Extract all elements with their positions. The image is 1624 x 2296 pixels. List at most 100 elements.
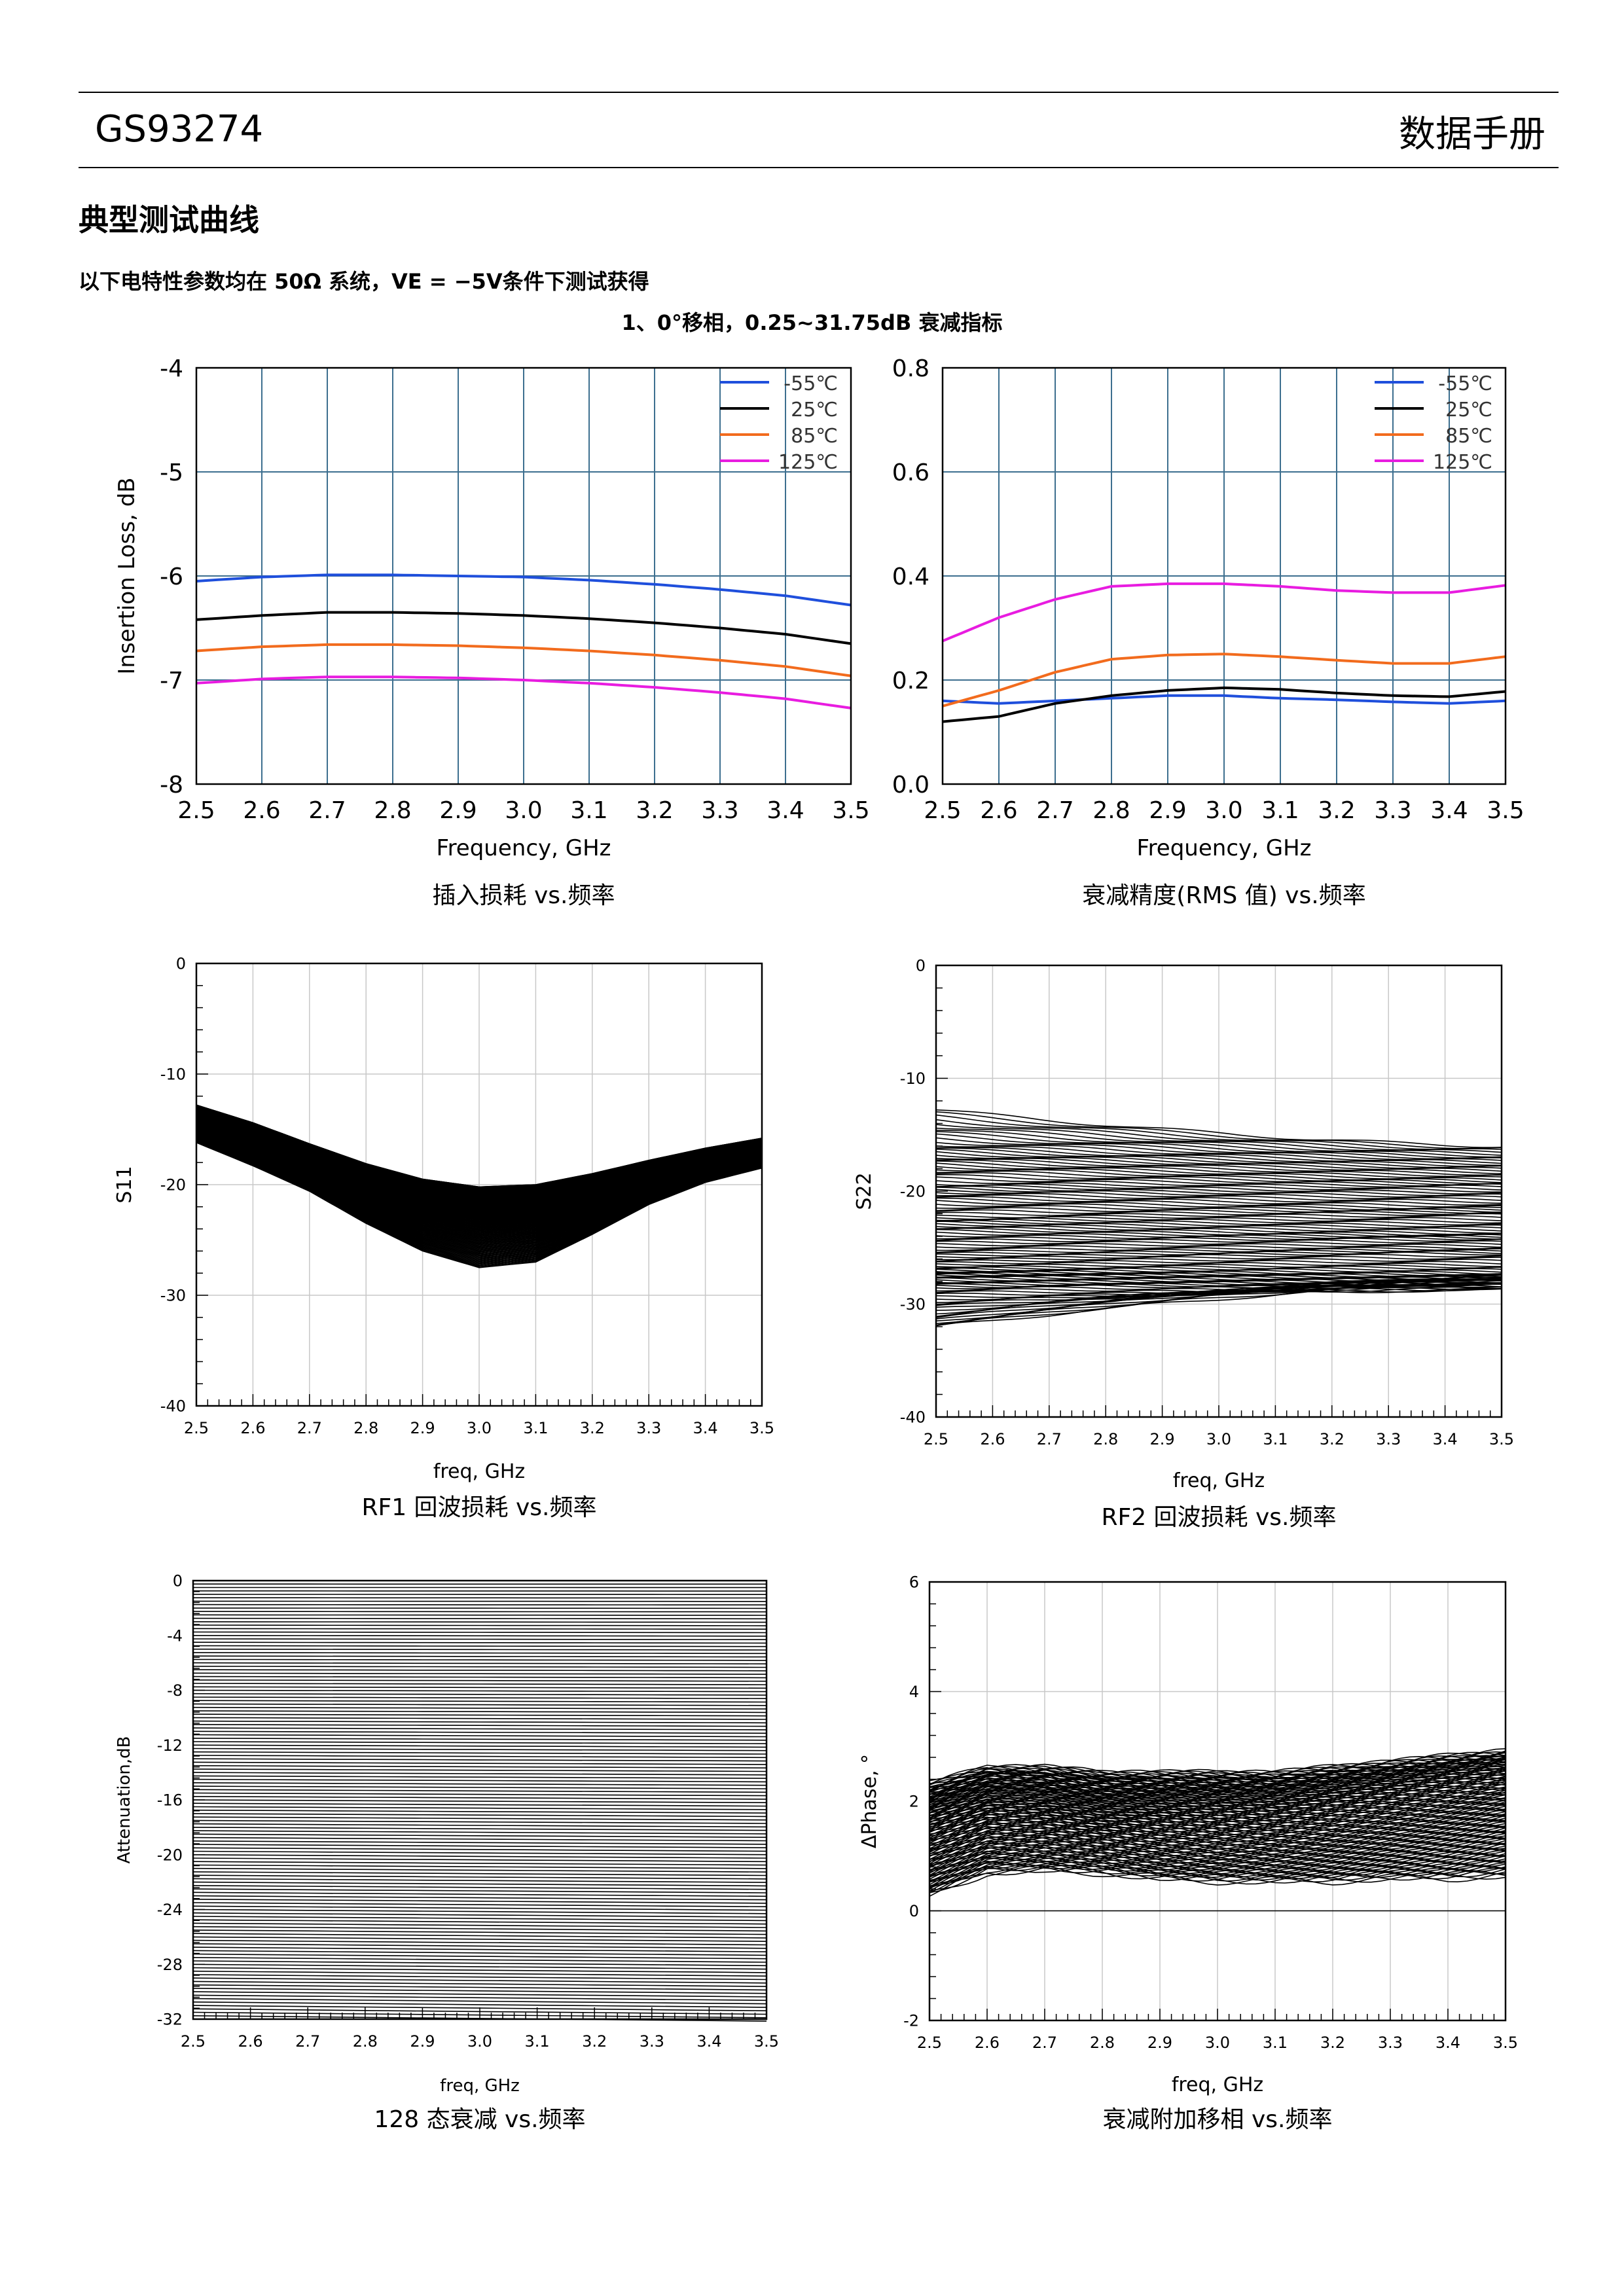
trace-94 (935, 1275, 1502, 1281)
series-line-1 (942, 686, 1506, 723)
x-tick-label: 2.6 (980, 1430, 1005, 1448)
minor-ticks-s11 (196, 963, 763, 1407)
y-axis-label: Attenuation,dB (115, 1736, 134, 1863)
trace-93 (935, 1274, 1502, 1280)
trace-45 (935, 1210, 1502, 1216)
state-trace-25 (192, 1666, 767, 1668)
x-tick-label: 3.3 (640, 2032, 664, 2051)
trace-122 (929, 1861, 1506, 1890)
x-tick-label: 3.3 (701, 797, 738, 824)
grid-rms (942, 367, 1506, 785)
x-tick-label: 2.6 (975, 2034, 1000, 2052)
state-trace-54 (192, 1765, 767, 1768)
trace-16 (929, 1759, 1506, 1791)
trace-12 (936, 1147, 1502, 1166)
y-tick-label: -7 (160, 668, 183, 694)
header-product-name: GS93274 (95, 108, 264, 151)
trace-68 (935, 1244, 1502, 1253)
trace-33 (929, 1776, 1506, 1809)
legend-label: 125℃ (778, 451, 838, 474)
y-tick-label: -24 (157, 1901, 183, 1919)
state-trace-59 (192, 1782, 767, 1786)
state-trace-69 (192, 1816, 767, 1821)
state-trace-74 (192, 1833, 767, 1838)
minor-ticks-phase (929, 1581, 1506, 2021)
x-tick-label: 2.6 (243, 797, 280, 824)
trace-33 (935, 1187, 1502, 1196)
x-tick-label: 3.5 (1489, 1430, 1514, 1448)
trace-69 (935, 1245, 1502, 1254)
series-group-s11 (196, 1104, 763, 1268)
trace-89 (929, 1831, 1506, 1855)
y-tick-label: 0 (916, 957, 926, 975)
state-trace-95 (192, 1905, 767, 1911)
trace-6 (935, 1130, 1502, 1158)
state-trace-103 (192, 1933, 767, 1939)
y-tick-label: -2 (903, 2012, 919, 2030)
x-tick-label: 2.7 (1036, 797, 1074, 824)
y-tick-label: -28 (157, 1956, 183, 1974)
x-tick-label: 3.0 (1205, 2034, 1230, 2052)
state-trace-31 (192, 1686, 767, 1689)
x-tick-label: 2.5 (924, 1430, 948, 1448)
trace-50 (935, 1219, 1502, 1224)
trace-22 (929, 1767, 1506, 1801)
trace-106 (929, 1846, 1506, 1878)
x-tick-label: 3.2 (1320, 2034, 1345, 2052)
y-tick-label: -8 (160, 772, 183, 798)
trace-23 (929, 1767, 1506, 1795)
state-trace-71 (192, 1823, 767, 1828)
x-axis-label: freq, GHz (1172, 2073, 1263, 2096)
x-tick-label: 2.8 (1093, 1430, 1118, 1448)
state-trace-50 (192, 1751, 767, 1755)
state-trace-60 (192, 1785, 767, 1789)
trace-75 (935, 1251, 1502, 1263)
y-axis-label: S22 (853, 1172, 876, 1210)
header-top-rule (79, 92, 1559, 93)
state-trace-117 (192, 1981, 767, 1987)
state-trace-92 (192, 1895, 767, 1901)
trace-86 (929, 1827, 1506, 1850)
y-tick-label: 0.8 (892, 355, 929, 382)
y-tick-label: -20 (160, 1176, 186, 1194)
x-tick-label: 2.9 (1147, 2034, 1172, 2052)
state-trace-112 (192, 1964, 767, 1970)
x-tick-label: 3.4 (1430, 797, 1468, 824)
state-trace-107 (192, 1946, 767, 1952)
chart-s22: 2.5 2.6 2.7 2.8 2.9 3.0 3.1 3.2 3.3 3.4 3.5 -40 -30 -… (853, 957, 1514, 1531)
state-trace-81 (192, 1857, 767, 1863)
state-trace-122 (192, 1998, 767, 2005)
trace-57 (935, 1227, 1502, 1236)
trace-14 (935, 1149, 1502, 1168)
y-tick-label: -16 (157, 1791, 183, 1810)
trace-108 (929, 1847, 1506, 1871)
trace-13 (935, 1147, 1502, 1167)
state-trace-52 (192, 1758, 767, 1762)
state-trace-98 (192, 1916, 767, 1922)
trace-82 (935, 1264, 1502, 1270)
trace-70 (935, 1247, 1502, 1255)
state-trace-26 (192, 1669, 767, 1672)
x-tick-label: 2.7 (1032, 2034, 1057, 2052)
x-tick-label: 3.2 (580, 1419, 605, 1437)
trace-62 (935, 1235, 1502, 1241)
state-trace-66 (192, 1806, 767, 1810)
x-tick-label: 3.3 (636, 1419, 661, 1437)
chart-caption: 衰减精度(RMS 值) vs.频率 (1082, 882, 1365, 909)
trace-126 (929, 1865, 1506, 1892)
state-trace-38 (192, 1710, 767, 1713)
state-trace-63 (192, 1796, 767, 1800)
state-trace-73 (192, 1830, 767, 1835)
state-trace-89 (192, 1885, 767, 1890)
x-tick-label: 3.4 (1435, 2034, 1460, 2052)
x-tick-label: 3.0 (1205, 797, 1242, 824)
series-line-1 (196, 611, 852, 645)
state-trace-121 (192, 1994, 767, 2001)
state-trace-13 (192, 1624, 767, 1626)
x-axis-label: freq, GHz (440, 2076, 520, 2096)
trace-25 (935, 1172, 1502, 1185)
x-tick-label: 2.7 (1037, 1430, 1062, 1448)
x-tick-label: 2.9 (439, 797, 477, 824)
trace-36 (935, 1193, 1502, 1201)
